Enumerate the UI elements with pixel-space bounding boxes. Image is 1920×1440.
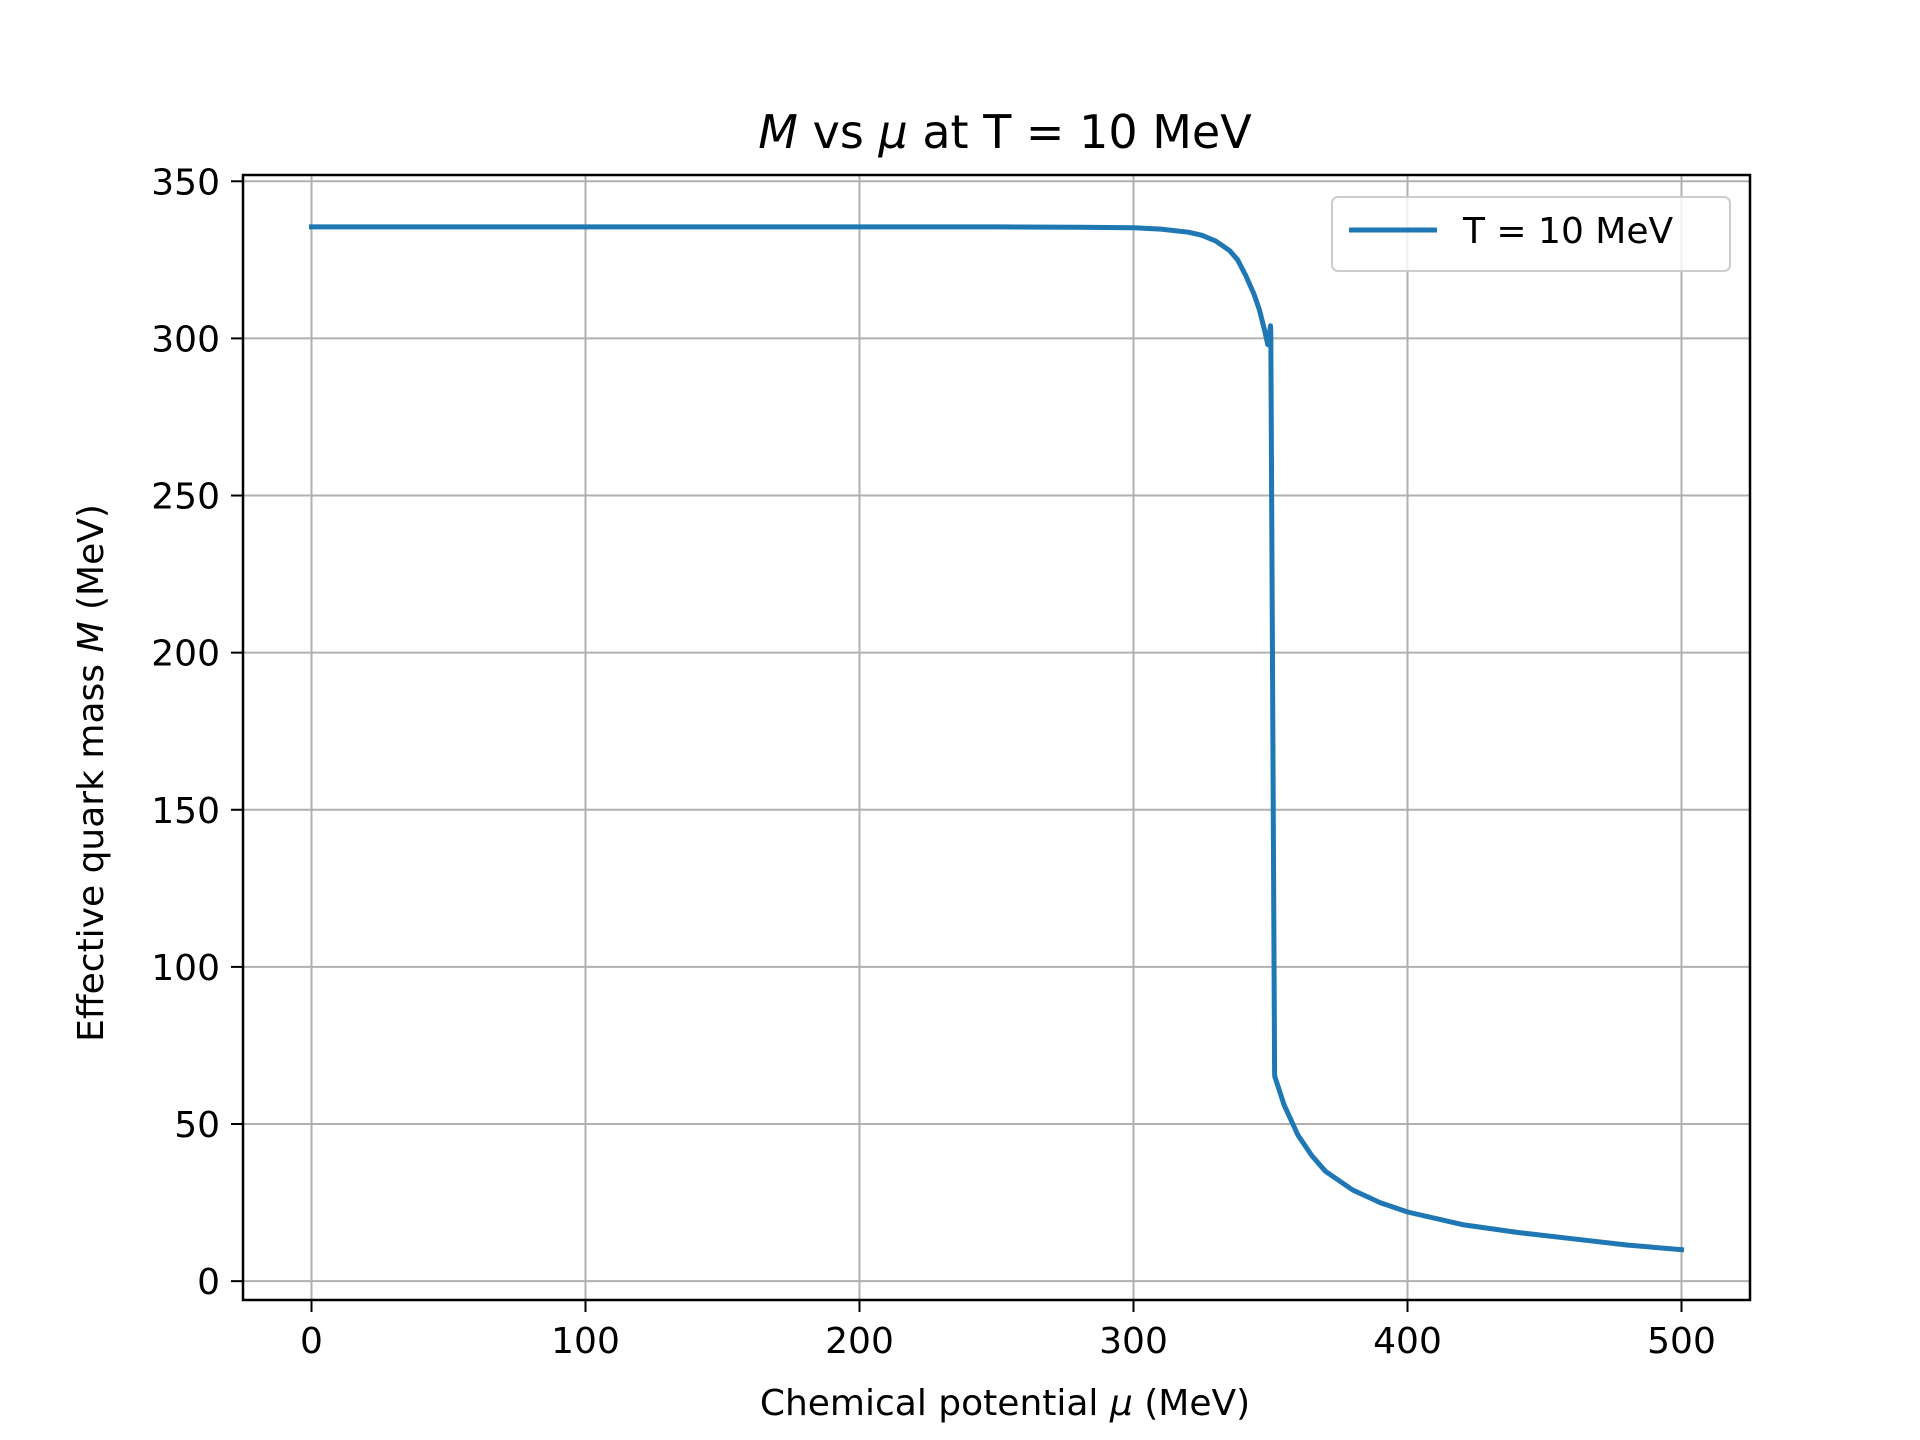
x-tick-label: 100 [551,1321,620,1362]
y-tick-label: 250 [151,477,220,518]
y-tick-label: 300 [151,319,220,360]
legend-label: T = 10 MeV [1462,211,1674,252]
x-tick-label: 0 [300,1321,323,1362]
y-tick-label: 150 [151,791,220,832]
legend: T = 10 MeV [1331,196,1731,272]
y-tick-label: 100 [151,948,220,989]
x-tick-label: 400 [1373,1321,1442,1362]
x-axis-label: Chemical potential μ (MeV) [760,1383,1250,1424]
ticks: 0 100 200 300 400 500 0 50 100 150 200 250 300 350 [151,162,1716,1362]
y-axis-label: Effective quark mass M (MeV) [71,504,112,1042]
x-tick-label: 500 [1647,1321,1716,1362]
x-tick-label: 300 [1099,1321,1168,1362]
series-line [309,224,1685,1253]
y-tick-label: 200 [151,634,220,675]
x-tick-label: 200 [825,1321,894,1362]
series-layer [309,224,1685,1253]
plot-frame [241,173,1752,1302]
chart-title: M vs μ at T = 10 MeV [758,105,1252,159]
y-tick-label: 50 [174,1105,220,1146]
grid [243,175,1750,1300]
y-tick-label: 0 [197,1262,220,1303]
y-tick-label: 350 [151,162,220,203]
legend-box [1331,196,1731,272]
